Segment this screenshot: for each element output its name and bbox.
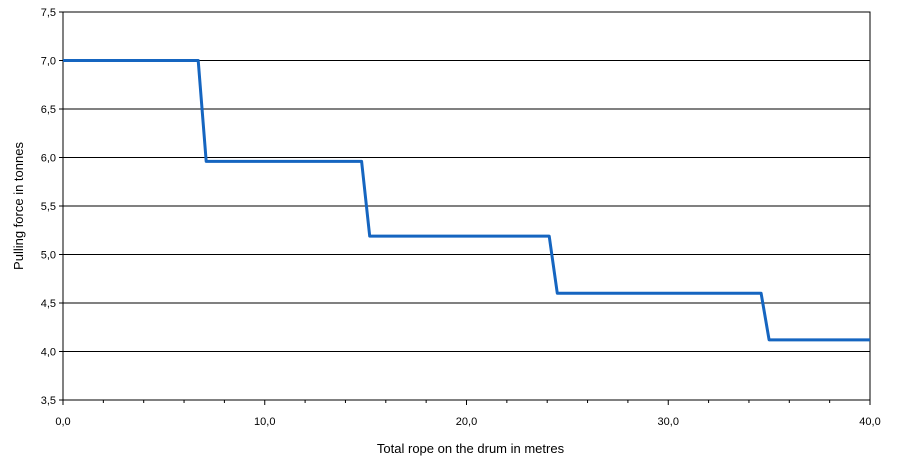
y-tick-label: 5,5 [41, 201, 56, 213]
y-tick-label: 7,0 [41, 56, 56, 68]
y-axis-tick-labels: 3,5 4,0 4,5 5,0 5,5 6,0 6,5 7,0 7,5 [41, 7, 56, 407]
x-tick-label: 30,0 [658, 416, 679, 428]
y-tick-label: 3,5 [41, 395, 56, 407]
gridlines [63, 60, 870, 352]
y-tick-label: 6,5 [41, 104, 56, 116]
series-layer [63, 59, 870, 342]
x-tick-label: 0,0 [55, 416, 70, 428]
y-tick-label: 4,5 [41, 298, 56, 310]
y-axis-title: Pulling force in tonnes [11, 142, 26, 270]
x-tick-label: 40,0 [859, 416, 880, 428]
x-axis-tick-labels: 0,0 10,0 20,0 30,0 40,0 [55, 416, 880, 428]
y-tick-label: 5,0 [41, 250, 56, 262]
series-line-1 [63, 59, 870, 342]
y-tick-label: 4,0 [41, 347, 56, 359]
y-tick-label: 7,5 [41, 7, 56, 19]
x-axis-title: Total rope on the drum in metres [377, 441, 565, 456]
axis-ticks [59, 11, 871, 405]
y-tick-label: 6,0 [41, 153, 56, 165]
x-tick-label: 10,0 [254, 416, 275, 428]
x-tick-label: 20,0 [456, 416, 477, 428]
